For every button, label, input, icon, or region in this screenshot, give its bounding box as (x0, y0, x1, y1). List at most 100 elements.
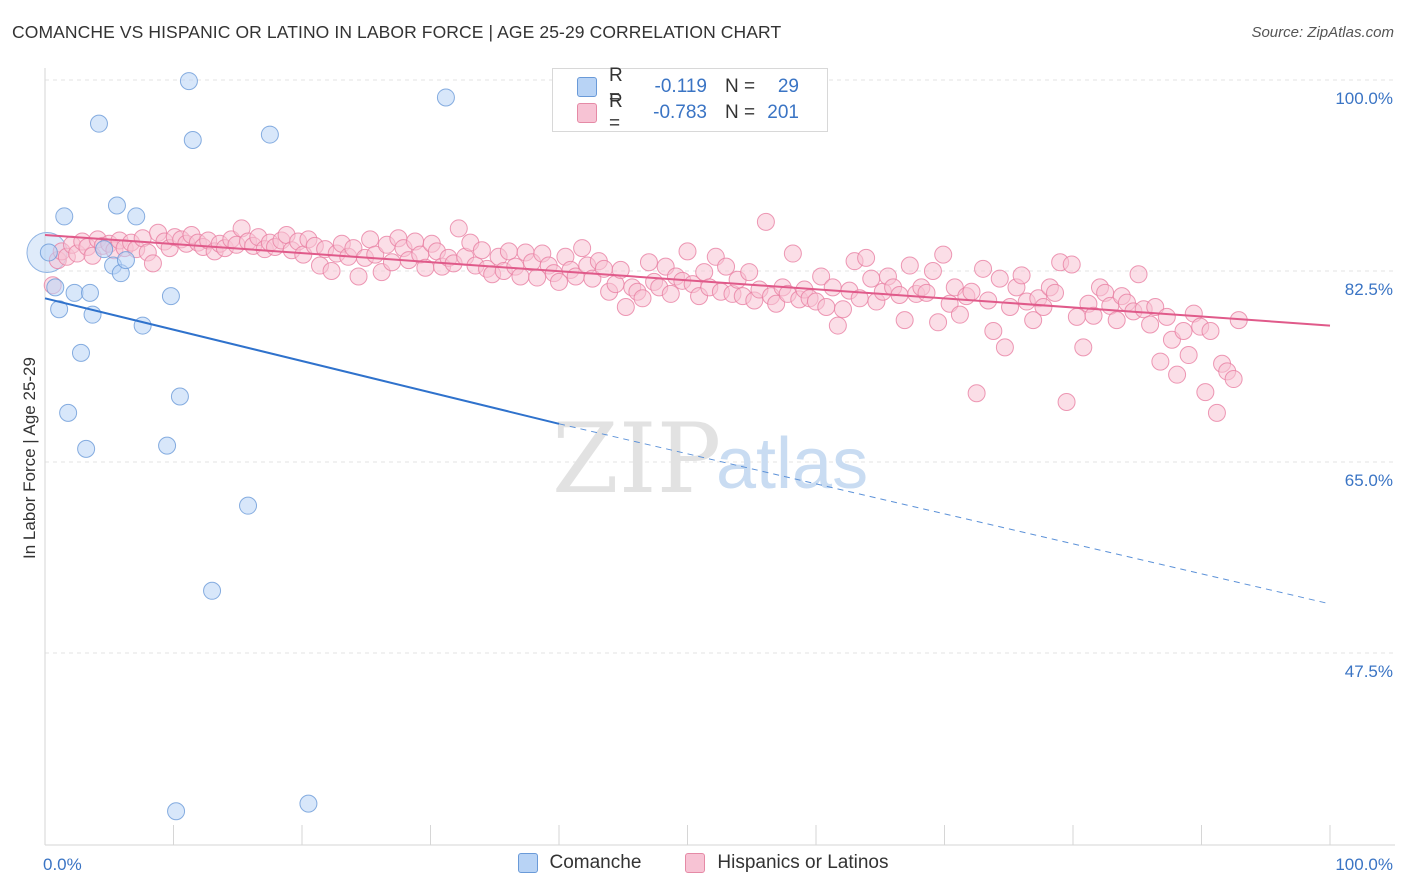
data-point (639, 253, 658, 272)
data-point (962, 282, 981, 301)
data-point (984, 322, 1003, 341)
data-point (449, 219, 468, 238)
data-point (929, 313, 948, 332)
series-legend: Comanche Hispanics or Latinos (0, 852, 1406, 874)
data-point (179, 72, 198, 91)
watermark-zip: ZIP (552, 403, 721, 515)
data-point (995, 338, 1014, 357)
data-point (133, 316, 152, 335)
data-point (717, 257, 736, 276)
data-point (116, 251, 135, 270)
data-point (1168, 365, 1187, 384)
data-point (50, 300, 69, 319)
legend-swatch-comanche (577, 77, 597, 97)
series-points-hispanic (43, 212, 1248, 422)
data-point (349, 267, 368, 286)
watermark-atlas: atlas (716, 424, 868, 504)
series-legend-comanche[interactable]: Comanche (517, 852, 642, 874)
data-point (1067, 307, 1086, 326)
data-point (472, 241, 491, 260)
data-point (1207, 403, 1226, 422)
data-point (817, 298, 836, 317)
trend-lines (44, 233, 1331, 605)
data-point (361, 230, 380, 249)
series-legend-hispanic[interactable]: Hispanics or Latinos (685, 852, 888, 874)
data-point (1057, 392, 1076, 411)
series-label-hispanic: Hispanics or Latinos (717, 852, 889, 873)
legend-r-label: R = (609, 65, 623, 108)
data-point (80, 283, 99, 302)
data-point (65, 283, 84, 302)
data-point (1074, 338, 1093, 357)
axes (44, 68, 1395, 846)
data-point (862, 269, 881, 288)
chart-source: Source: ZipAtlas.com (1251, 24, 1394, 41)
y-tick-label: 47.5% (1345, 662, 1393, 681)
series-swatch-comanche (517, 853, 538, 873)
data-point (783, 244, 802, 263)
legend-n-label: N = (725, 102, 756, 123)
legend-n-label: N = (725, 76, 756, 97)
legend-row-comanche: R = -0.119 N = 29 (577, 65, 799, 108)
data-point (1046, 283, 1065, 302)
data-point (107, 196, 126, 215)
data-point (611, 260, 630, 279)
data-point (767, 294, 786, 313)
data-point (170, 387, 189, 406)
data-point (833, 300, 852, 319)
legend-swatch-hispanic (577, 103, 597, 123)
trend-line-comanche (44, 297, 560, 425)
data-point (71, 343, 90, 362)
data-point (89, 114, 108, 133)
chart-title: COMANCHE VS HISPANIC OR LATINO IN LABOR … (12, 22, 782, 42)
data-point (1107, 311, 1126, 330)
data-point (1146, 298, 1165, 317)
series-swatch-hispanic (685, 853, 706, 873)
data-point (1224, 370, 1243, 389)
data-point (77, 439, 96, 458)
data-point (695, 263, 714, 282)
data-point (203, 581, 222, 600)
watermark: ZIP atlas (552, 403, 868, 515)
y-tick-label: 65.0% (1345, 471, 1393, 490)
data-point (900, 256, 919, 275)
legend-row-hispanic: R = -0.783 N = 201 (577, 91, 799, 134)
data-point (990, 269, 1009, 288)
data-point (39, 243, 58, 262)
data-point (923, 262, 942, 280)
y-axis-label: In Labor Force | Age 25-29 (20, 357, 39, 559)
data-point (1012, 266, 1031, 285)
data-point (322, 262, 341, 280)
data-point (1179, 346, 1198, 365)
data-point (616, 298, 635, 317)
data-point (934, 245, 953, 264)
y-tick-labels: 100.0% 82.5% 65.0% 47.5% (1335, 89, 1393, 681)
data-point (260, 125, 279, 144)
data-point (239, 496, 258, 515)
data-point (161, 287, 180, 306)
data-point (633, 289, 652, 308)
data-point (1141, 315, 1160, 334)
data-point (511, 267, 530, 286)
data-point (1084, 306, 1103, 325)
data-point (756, 212, 775, 231)
data-point (974, 259, 993, 278)
series-label-comanche: Comanche (549, 852, 642, 873)
data-point (1034, 298, 1053, 317)
data-point (1151, 352, 1170, 371)
legend-r-value: -0.783 (653, 102, 707, 123)
data-point (740, 263, 759, 282)
data-point (678, 242, 697, 261)
trend-line-hispanic (44, 233, 1331, 327)
data-points (26, 72, 1248, 821)
data-point (299, 794, 318, 813)
data-point (158, 436, 177, 455)
data-point (917, 283, 936, 302)
data-point (661, 284, 680, 303)
data-point (950, 305, 969, 324)
data-point (857, 248, 876, 267)
y-tick-label: 82.5% (1345, 280, 1393, 299)
data-point (1062, 255, 1081, 274)
x-tick-label: 100.0% (1335, 855, 1393, 874)
data-point (95, 240, 114, 259)
